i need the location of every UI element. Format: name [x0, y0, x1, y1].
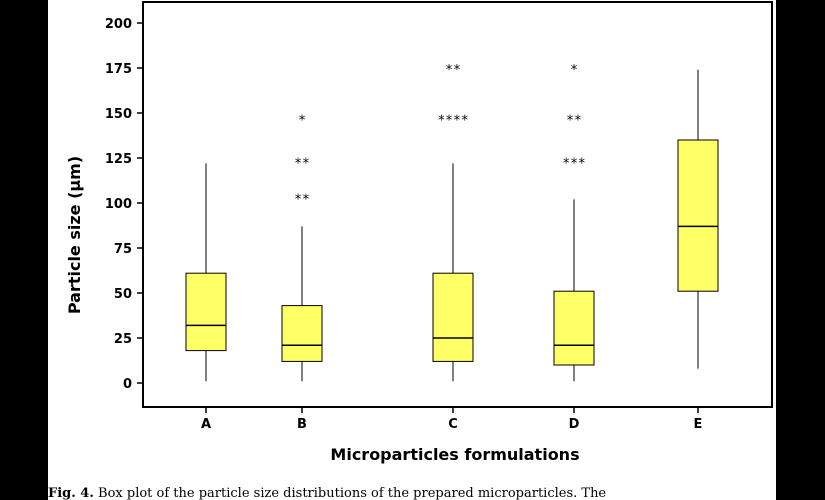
box-iqr — [553, 290, 595, 366]
outlier-marker: * — [298, 113, 306, 128]
outlier-marker: ** — [445, 63, 461, 78]
plot-frame — [142, 1, 773, 408]
outlier-marker: **** — [437, 113, 468, 128]
x-tick-label: C — [448, 417, 458, 432]
y-tick-label: 0 — [123, 377, 132, 392]
outlier-marker: ** — [294, 157, 310, 172]
y-tick-label: 200 — [105, 17, 132, 32]
box-iqr — [432, 272, 474, 362]
y-tick-label: 125 — [105, 152, 132, 167]
figure-page: Particle size (µm) Microparticles formul… — [48, 0, 776, 500]
y-tick-label: 150 — [105, 107, 132, 122]
y-tick-label: 50 — [114, 287, 132, 302]
y-tick-label: 75 — [114, 242, 132, 257]
caption-label: Fig. 4. — [48, 486, 94, 500]
box-iqr — [281, 305, 323, 362]
x-tick-label: E — [694, 417, 703, 432]
figure-caption: Fig. 4. Box plot of the particle size di… — [48, 486, 776, 500]
x-axis-title: Microparticles formulations — [330, 445, 579, 464]
outlier-marker: ** — [294, 193, 310, 208]
outlier-marker: ** — [566, 113, 582, 128]
outlier-marker: *** — [562, 157, 585, 172]
box-iqr — [185, 272, 227, 352]
x-tick-label: B — [297, 417, 307, 432]
x-tick-label: D — [569, 417, 580, 432]
x-tick-label: A — [201, 417, 211, 432]
outlier-marker: * — [570, 63, 578, 78]
box-iqr — [677, 139, 719, 292]
caption-text: Box plot of the particle size distributi… — [98, 486, 607, 500]
y-tick-label: 100 — [105, 197, 132, 212]
y-tick-label: 175 — [105, 62, 132, 77]
box-plot-chart: Particle size (µm) Microparticles formul… — [65, 1, 773, 464]
y-tick-label: 25 — [114, 332, 132, 347]
y-axis-title: Particle size (µm) — [65, 156, 84, 314]
